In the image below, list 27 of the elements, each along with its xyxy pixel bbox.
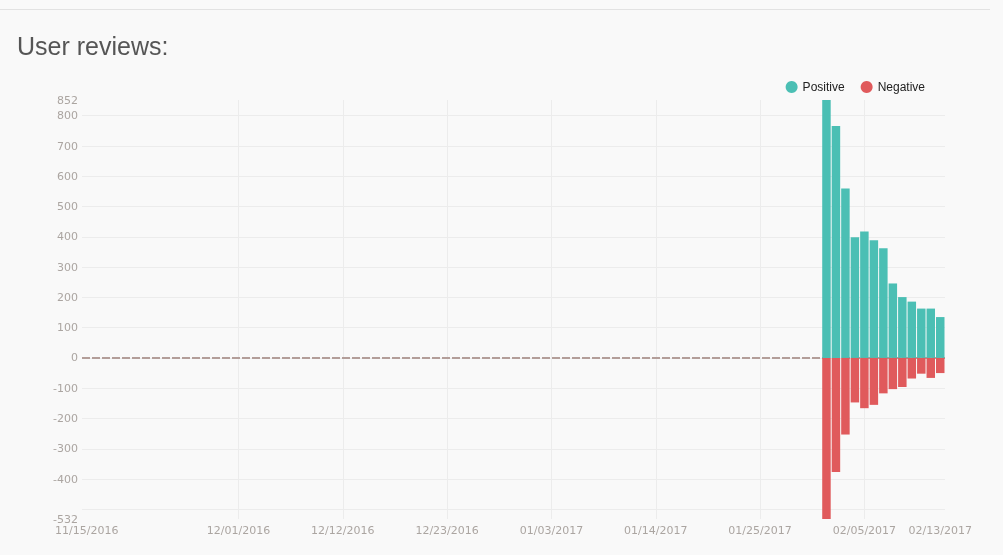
y-tick-label: 0	[71, 351, 78, 365]
y-tick-label: 500	[57, 200, 78, 214]
y-tick-label: -532	[53, 512, 78, 526]
x-tick-label: 01/03/2017	[519, 524, 584, 537]
y-tick-label: 100	[57, 321, 78, 335]
y-tick-label: 800	[57, 109, 78, 123]
x-tick-label: 12/12/2016	[311, 524, 375, 537]
x-tick-label: 11/15/2016	[55, 524, 119, 537]
x-tick-label: 02/05/2017	[832, 524, 897, 537]
y-tick-label: 852	[57, 93, 78, 107]
y-tick-label: 400	[57, 230, 78, 244]
legend-label: Negative	[877, 80, 926, 94]
y-tick-label: 600	[57, 169, 78, 183]
y-tick-label: -100	[53, 381, 78, 395]
chart-title: User reviews:	[17, 31, 169, 60]
y-tick-label: -300	[53, 442, 78, 456]
y-tick-label: -400	[53, 472, 78, 486]
y-tick-label: 700	[57, 139, 78, 153]
legend-label: Positive	[802, 80, 845, 94]
x-tick-label: 12/23/2016	[415, 524, 479, 537]
x-tick-label: 01/14/2017	[624, 524, 688, 537]
x-tick-label: 02/13/2017	[908, 524, 972, 537]
y-tick-label: -200	[53, 411, 78, 425]
y-tick-label: 300	[57, 260, 78, 274]
y-tick-label: 200	[57, 290, 78, 304]
x-tick-label: 12/01/2016	[206, 524, 271, 537]
x-tick-label: 01/25/2017	[728, 524, 792, 537]
